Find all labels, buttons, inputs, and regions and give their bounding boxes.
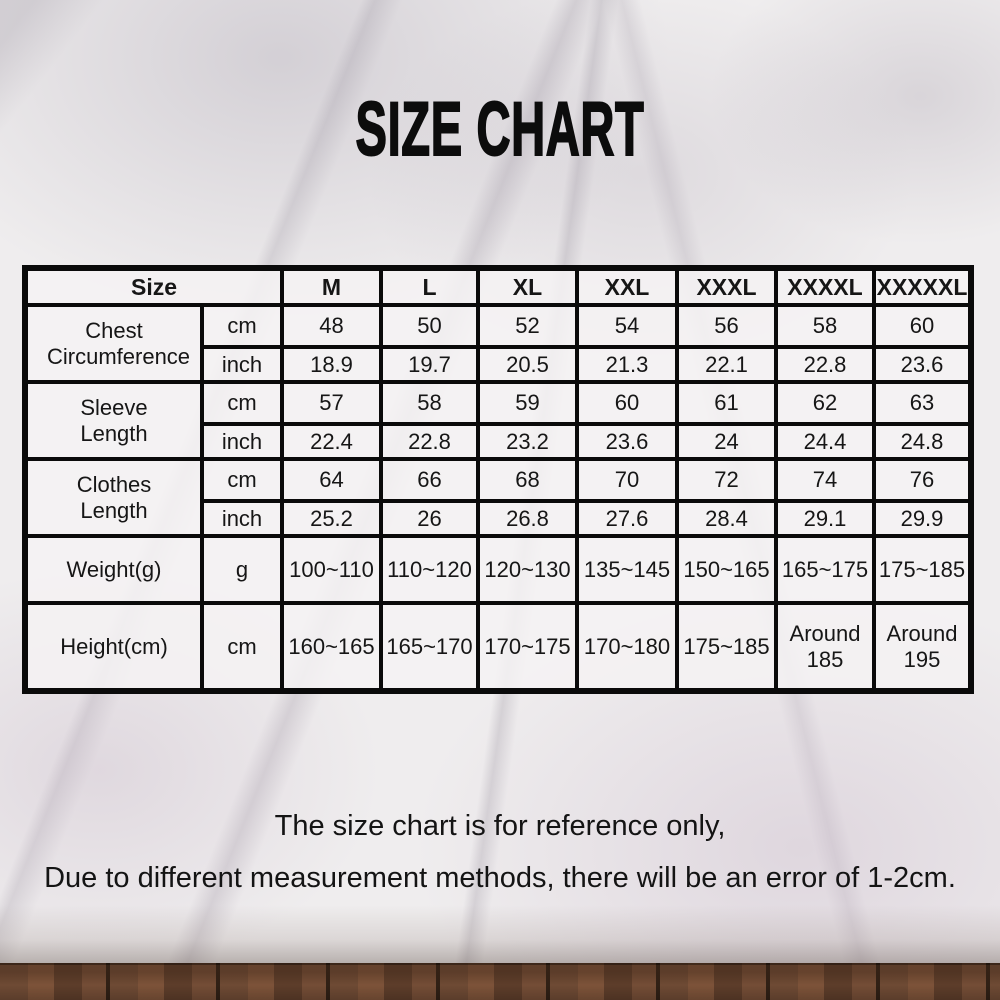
table-cell: 120~130 bbox=[476, 534, 579, 605]
row-label-sleeve: Sleeve Length bbox=[23, 380, 204, 461]
unit-cell: cm bbox=[200, 380, 284, 426]
header-xl: XL bbox=[476, 266, 579, 307]
table-cell: 175~185 bbox=[872, 534, 973, 605]
table-cell: 24.4 bbox=[774, 422, 876, 461]
wall-floor-shadow bbox=[0, 905, 1000, 963]
size-header-cell: Size bbox=[23, 266, 284, 307]
table-cell: 23.2 bbox=[476, 422, 579, 461]
row-sleeve-inch: inch 22.4 22.8 23.2 23.6 24 24.4 24.8 bbox=[25, 422, 973, 461]
size-table: Size M L XL XXL XXXL XXXXL XXXXXL Chest … bbox=[22, 265, 974, 694]
table-cell: 72 bbox=[675, 457, 778, 503]
row-label-height: Height(cm) bbox=[23, 601, 204, 693]
table-cell: 66 bbox=[379, 457, 480, 503]
unit-cell: inch bbox=[200, 422, 284, 461]
unit-cell: inch bbox=[200, 345, 284, 384]
table-cell: 135~145 bbox=[575, 534, 679, 605]
row-label-text: Height(cm) bbox=[60, 633, 168, 659]
table-cell: 58 bbox=[774, 303, 876, 349]
unit-cell: cm bbox=[200, 601, 284, 693]
unit-cell: cm bbox=[200, 303, 284, 349]
table-cell: 29.1 bbox=[774, 499, 876, 538]
table-cell: 28.4 bbox=[675, 499, 778, 538]
table-cell: 56 bbox=[675, 303, 778, 349]
table-cell: Around 185 bbox=[774, 601, 876, 693]
table-cell: 61 bbox=[675, 380, 778, 426]
table-cell: 54 bbox=[575, 303, 679, 349]
table-cell: 19.7 bbox=[379, 345, 480, 384]
table-cell: 22.8 bbox=[379, 422, 480, 461]
table-cell: 50 bbox=[379, 303, 480, 349]
table-cell: 48 bbox=[280, 303, 383, 349]
table-cell: 57 bbox=[280, 380, 383, 426]
row-label-clothes: Clothes Length bbox=[23, 457, 204, 538]
header-xxxl: XXXL bbox=[675, 266, 778, 307]
table-cell: 170~175 bbox=[476, 601, 579, 693]
table-cell: 170~180 bbox=[575, 601, 679, 693]
table-cell: 60 bbox=[872, 303, 973, 349]
row-chest-inch: inch 18.9 19.7 20.5 21.3 22.1 22.8 23.6 bbox=[25, 345, 973, 384]
table-cell: 60 bbox=[575, 380, 679, 426]
header-m: M bbox=[280, 266, 383, 307]
table-cell: 110~120 bbox=[379, 534, 480, 605]
table-cell: 25.2 bbox=[280, 499, 383, 538]
unit-cell: g bbox=[200, 534, 284, 605]
table-cell: 23.6 bbox=[575, 422, 679, 461]
header-l: L bbox=[379, 266, 480, 307]
table-cell: 21.3 bbox=[575, 345, 679, 384]
header-xxxxl: XXXXL bbox=[774, 266, 876, 307]
header-xxl: XXL bbox=[575, 266, 679, 307]
unit-cell: inch bbox=[200, 499, 284, 538]
row-weight: Weight(g) g 100~110 110~120 120~130 135~… bbox=[23, 534, 973, 605]
table-cell: 27.6 bbox=[575, 499, 679, 538]
table-cell: 22.8 bbox=[774, 345, 876, 384]
table-cell: 62 bbox=[774, 380, 876, 426]
row-clothes-inch: inch 25.2 26 26.8 27.6 28.4 29.1 29.9 bbox=[25, 499, 973, 538]
row-label-text: Chest Circumference bbox=[47, 318, 191, 369]
table-cell: 165~175 bbox=[774, 534, 876, 605]
row-height: Height(cm) cm 160~165 165~170 170~175 17… bbox=[23, 601, 973, 693]
footer-note-line2: Due to different measurement methods, th… bbox=[44, 862, 956, 894]
table-cell: 52 bbox=[476, 303, 579, 349]
row-label-text: Sleeve Length bbox=[80, 395, 148, 446]
table-cell: Around 195 bbox=[872, 601, 973, 693]
table-cell: 26.8 bbox=[476, 499, 579, 538]
table-cell: 20.5 bbox=[476, 345, 579, 384]
table-cell: 165~170 bbox=[379, 601, 480, 693]
header-row: Size M L XL XXL XXXL XXXXL XXXXXL bbox=[23, 266, 973, 307]
page-title-text: SIZE CHART bbox=[355, 87, 645, 172]
header-xxxxxl: XXXXXL bbox=[872, 266, 973, 307]
page-title: SIZE CHART bbox=[0, 87, 1000, 172]
row-chest-cm: Chest Circumference cm 48 50 52 54 56 58… bbox=[23, 303, 973, 384]
row-label-text: Weight(g) bbox=[66, 556, 162, 582]
table-cell: 18.9 bbox=[280, 345, 383, 384]
wood-floor bbox=[0, 963, 1000, 1000]
row-label-weight: Weight(g) bbox=[23, 534, 204, 605]
table-cell: 76 bbox=[872, 457, 973, 503]
table-cell: 23.6 bbox=[872, 345, 973, 384]
unit-cell: cm bbox=[200, 457, 284, 503]
row-label-text: Clothes Length bbox=[76, 472, 152, 523]
table-cell: 175~185 bbox=[675, 601, 778, 693]
table-cell: 74 bbox=[774, 457, 876, 503]
table-cell: 68 bbox=[476, 457, 579, 503]
table-cell: 29.9 bbox=[872, 499, 973, 538]
row-label-chest: Chest Circumference bbox=[23, 303, 204, 384]
table-cell: 63 bbox=[872, 380, 973, 426]
table-cell: 24 bbox=[675, 422, 778, 461]
table-cell: 70 bbox=[575, 457, 679, 503]
footer-note-line1: The size chart is for reference only, bbox=[274, 810, 726, 842]
table-cell: 59 bbox=[476, 380, 579, 426]
row-sleeve-cm: Sleeve Length cm 57 58 59 60 61 62 63 bbox=[23, 380, 973, 461]
table-cell: 100~110 bbox=[280, 534, 383, 605]
table-cell: 26 bbox=[379, 499, 480, 538]
table-cell: 64 bbox=[280, 457, 383, 503]
row-clothes-cm: Clothes Length cm 64 66 68 70 72 74 76 bbox=[23, 457, 973, 538]
table-cell: 160~165 bbox=[280, 601, 383, 693]
table-cell: 150~165 bbox=[675, 534, 778, 605]
table-cell: 58 bbox=[379, 380, 480, 426]
table-cell: 24.8 bbox=[872, 422, 973, 461]
table-cell: 22.1 bbox=[675, 345, 778, 384]
table-cell: 22.4 bbox=[280, 422, 383, 461]
